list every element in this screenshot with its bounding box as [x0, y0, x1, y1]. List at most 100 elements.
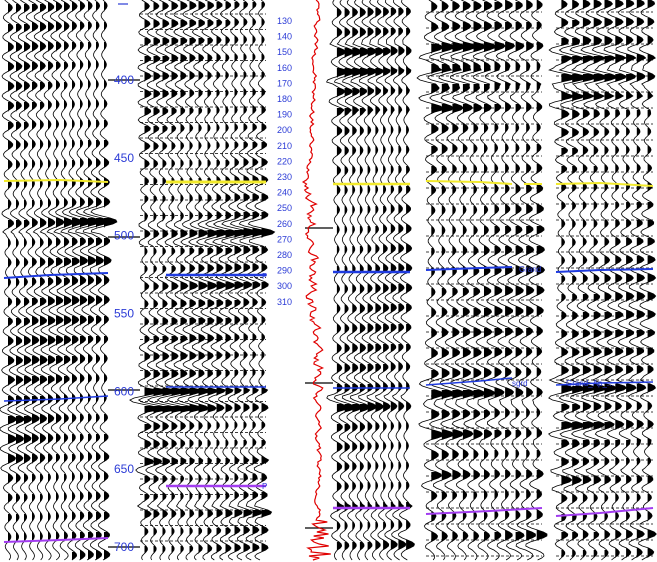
trace-fill: [80, 2, 92, 560]
trace-fill: [144, 2, 159, 554]
time-tick-label: 160: [277, 63, 292, 73]
horizon-line: [425, 266, 513, 271]
seismic-trace: [638, 0, 657, 561]
seismic-trace: [358, 0, 377, 561]
trace-fill: [189, 2, 202, 554]
horizon-line: [3, 272, 109, 279]
seismic-trace: [366, 0, 384, 561]
seismic-trace: [461, 0, 486, 561]
time-axis: 400 450 500 550 600 650 700 130 140 150 160 170 180 1…: [114, 3, 292, 554]
seismic-trace: [495, 0, 516, 561]
horizon-lines: [3, 178, 654, 543]
time-tick-label: 550: [114, 307, 134, 321]
seismic-trace: [333, 0, 356, 561]
seismic-trace: [90, 0, 118, 561]
trace-fill: [452, 2, 465, 542]
seismic-trace: [32, 0, 48, 561]
seismic-trace: [146, 0, 178, 561]
seismic-trace: [416, 0, 445, 561]
trace-fill: [515, 2, 525, 542]
seismic-trace: [204, 0, 228, 561]
time-tick-label: 310: [277, 297, 292, 307]
time-tick-label: 220: [277, 156, 292, 166]
seismic-trace: [383, 0, 398, 561]
trace-fill: [593, 0, 607, 558]
seismic-trace: [0, 0, 17, 561]
seismic-trace: [247, 0, 276, 561]
seismic-trace: [24, 0, 40, 561]
trace-fill: [48, 2, 56, 542]
time-tick-label: 300: [277, 281, 292, 291]
trace-fill: [526, 0, 536, 542]
log-curve-trace: [301, 0, 331, 561]
time-tick-label: 500: [114, 229, 134, 243]
seismic-trace: [187, 0, 211, 561]
seismic-trace: [229, 0, 258, 561]
time-tick-label: 170: [277, 78, 292, 88]
trace-fill: [636, 0, 646, 558]
seismic-trace: [166, 0, 194, 561]
seismic-trace: [341, 0, 363, 561]
seismic-trace: [603, 0, 628, 561]
seismic-trace: [221, 0, 249, 561]
trace-fill: [96, 2, 109, 560]
time-tick-label: 700: [114, 540, 134, 554]
seismic-trace: [349, 0, 370, 561]
seismic-trace: [569, 0, 597, 561]
seismic-trace: [46, 0, 65, 561]
seismic-trace: [67, 0, 92, 561]
trace-fill: [441, 2, 455, 542]
horizon-line: [425, 180, 513, 185]
horizon-marker-label: Grand_Ap_...: [566, 379, 614, 388]
seismic-trace: [627, 0, 647, 561]
seismic-trace: [238, 0, 267, 561]
seismic-trace: [472, 0, 496, 561]
time-tick-label: 240: [277, 188, 292, 198]
horizon-line: [555, 507, 654, 517]
horizon-marker-label: Grand: [519, 265, 541, 274]
seismic-trace: [375, 0, 391, 561]
seismic-trace: [615, 0, 637, 561]
seismic-trace: [515, 0, 536, 561]
time-tick-label: 200: [277, 125, 292, 135]
time-tick-label: 250: [277, 203, 292, 213]
horizon-line: [555, 268, 654, 273]
time-tick-label: 230: [277, 172, 292, 182]
seismic-trace: [449, 0, 476, 561]
time-tick-label: 260: [277, 219, 292, 229]
horizon-marker-label: P: [262, 272, 267, 281]
horizon-line: [425, 507, 543, 515]
trace-fill: [536, 0, 547, 540]
seismic-trace: [558, 0, 588, 561]
horizon-marker-label: P: [262, 482, 267, 491]
horizon-line: [555, 381, 654, 386]
time-tick-label: 280: [277, 250, 292, 260]
horizon-line: [3, 395, 109, 402]
trace-fill: [582, 0, 597, 558]
time-tick-label: 130: [277, 16, 292, 26]
trace-fill: [505, 0, 515, 542]
seismic-trace: [391, 0, 407, 561]
time-tick-label: 210: [277, 141, 292, 151]
time-tick-label: 600: [114, 384, 134, 398]
horizon-line: [3, 537, 109, 543]
time-tick-label: 450: [114, 151, 134, 165]
seismic-trace: [156, 0, 186, 561]
seismic-trace: [505, 0, 525, 561]
time-gridlines: [108, 11, 653, 557]
trace-fill: [626, 0, 637, 558]
seismic-trace: [397, 0, 415, 561]
seismic-trace: [39, 0, 56, 561]
time-tick-label: 650: [114, 462, 134, 476]
trace-fill: [431, 2, 444, 542]
seismic-trace: [176, 0, 203, 561]
time-tick-label: 190: [277, 110, 292, 120]
trace-fill: [153, 2, 168, 554]
seismic-trace: [580, 0, 608, 561]
trace-fill: [261, 2, 275, 552]
time-tick-label: 140: [277, 32, 292, 42]
seismic-trace: [195, 0, 218, 561]
horizon-line: [555, 181, 654, 187]
trace-fill: [243, 2, 257, 552]
